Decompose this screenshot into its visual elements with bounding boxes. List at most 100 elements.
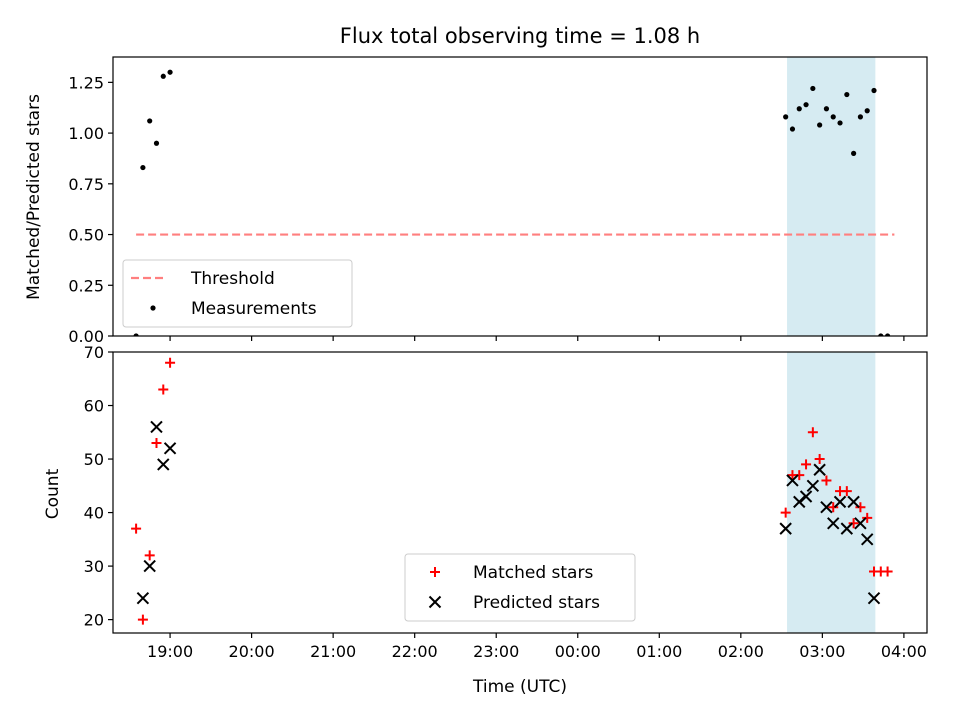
x-tick-label: 21:00: [310, 642, 356, 661]
x-axis-label: Time (UTC): [472, 677, 567, 697]
legend-label: Measurements: [191, 299, 317, 319]
shaded-observing-window: [787, 352, 876, 633]
legend-measurement-swatch: [150, 305, 156, 311]
measurement-point: [884, 333, 891, 336]
legend-matched-swatch: [430, 567, 440, 577]
predicted-stars-point: [833, 495, 847, 509]
legend: Threshold Measurements: [122, 259, 353, 328]
predicted-stars-point: [854, 517, 867, 530]
measurement-point: [153, 140, 160, 146]
legend-label: Matched stars: [473, 563, 593, 583]
y-tick-label: 40: [84, 504, 104, 523]
measurement-point: [147, 118, 153, 124]
x-tick-label: 00:00: [555, 642, 601, 661]
matched-stars-point: [882, 566, 893, 577]
measurement-point: [796, 106, 802, 112]
predicted-stars-point: [163, 442, 177, 455]
measurement-point: [878, 333, 884, 336]
y-tick-label: 70: [84, 343, 104, 362]
x-tick-label: 01:00: [636, 642, 682, 661]
measurement-point: [857, 114, 864, 120]
matched-stars-point: [821, 475, 832, 486]
matched-stars-point: [841, 486, 852, 497]
data-points: [131, 357, 893, 625]
predicted-stars-point: [779, 522, 792, 535]
measurement-point: [817, 122, 823, 128]
measurement-point: [140, 164, 146, 171]
measurement-point: [167, 69, 173, 75]
matched-stars-point: [165, 357, 176, 368]
top-y-axis-label: Matched/Predicted stars: [24, 94, 44, 300]
x-tick-label: 23:00: [473, 642, 519, 661]
axes-frame: [112, 56, 928, 337]
measurement-point: [160, 73, 166, 79]
y-tick-label: 20: [84, 611, 104, 630]
predicted-stars-point: [136, 592, 150, 605]
measurement-point: [133, 333, 139, 336]
legend: Matched stars Predicted stars: [404, 553, 636, 622]
bottom-y-axis-label: Count: [43, 468, 63, 519]
matched-stars-point: [780, 507, 791, 518]
matched-stars-point: [158, 384, 169, 395]
matched-stars-point: [848, 518, 859, 529]
measurement-point: [789, 126, 796, 132]
data-points: [133, 69, 891, 336]
y-tick-label: 1.25: [68, 73, 104, 92]
x-tick-label: 22:00: [392, 642, 438, 661]
x-tick-label: 20:00: [229, 642, 275, 661]
matched-stars-point: [807, 427, 818, 438]
x-tick-label: 02:00: [718, 642, 764, 661]
predicted-stars-point: [806, 479, 820, 493]
legend-label: Threshold: [190, 269, 275, 289]
matched-stars-point: [794, 470, 805, 481]
legend-box: [122, 259, 353, 328]
y-tick-label: 0.75: [68, 175, 104, 194]
predicted-stars-point: [799, 490, 813, 503]
predicted-stars-point: [143, 559, 156, 573]
matched-stars-point: [131, 523, 142, 534]
measurement-point: [851, 150, 857, 156]
x-tick-label: 19:00: [147, 642, 193, 661]
y-tick-label: 50: [84, 450, 104, 469]
matched-stars-point: [151, 437, 162, 448]
legend-label: Predicted stars: [473, 593, 600, 613]
matched-stars-point: [137, 614, 148, 625]
legend-predicted-swatch: [428, 595, 442, 609]
y-tick-label: 0.50: [68, 226, 104, 245]
matched-stars-point: [828, 502, 839, 513]
matched-stars-point: [144, 550, 155, 561]
measurement-point: [783, 114, 789, 120]
measurement-point: [871, 87, 877, 94]
top-panel: 0.00 0.25 0.50 0.75 1.00 1.25 Threshold Measure…: [68, 56, 928, 346]
predicted-stars-point: [813, 463, 826, 476]
y-tick-label: 60: [84, 397, 104, 416]
shaded-observing-window: [787, 57, 876, 336]
chart-title: Flux total observing time = 1.08 h: [340, 24, 700, 48]
predicted-stars-point: [840, 522, 854, 535]
measurement-point: [823, 106, 830, 112]
predicted-stars-point: [157, 458, 170, 471]
measurement-point: [810, 85, 816, 92]
legend-box: [404, 553, 636, 622]
x-tick-label: 03:00: [799, 642, 845, 661]
measurement-point: [837, 120, 843, 126]
predicted-stars-point: [786, 474, 799, 487]
measurement-point: [803, 102, 809, 108]
predicted-stars-point: [150, 420, 163, 434]
matched-stars-point: [801, 459, 812, 470]
predicted-stars-point: [867, 592, 881, 605]
predicted-stars-point: [793, 495, 806, 509]
predicted-stars-point: [860, 533, 874, 546]
measurement-point: [844, 91, 850, 98]
predicted-stars-point: [827, 517, 840, 530]
matched-stars-point: [814, 454, 825, 465]
measurement-point: [830, 114, 836, 120]
predicted-stars-point: [820, 501, 833, 514]
y-tick-label: 0.25: [68, 276, 104, 295]
axes-frame: [112, 351, 928, 634]
matched-stars-point: [862, 512, 873, 523]
measurement-point: [864, 108, 870, 114]
predicted-stars-point: [847, 495, 860, 509]
y-tick-label: 0.00: [68, 327, 104, 346]
